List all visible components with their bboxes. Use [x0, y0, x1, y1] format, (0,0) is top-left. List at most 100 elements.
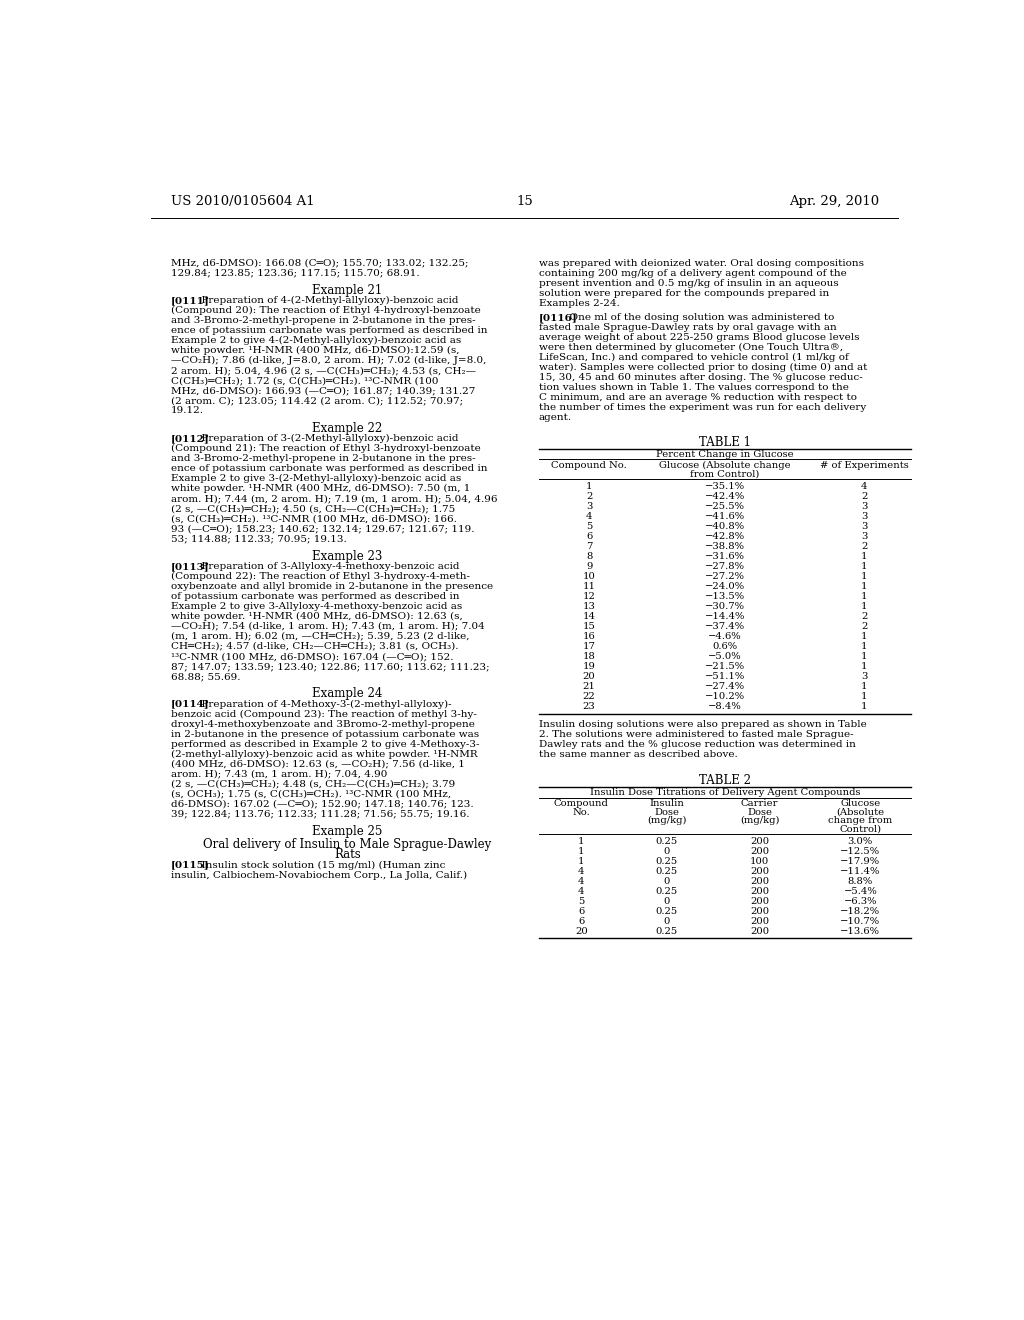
Text: (Compound 22): The reaction of Ethyl 3-hydroxy-4-meth-: (Compound 22): The reaction of Ethyl 3-h… — [171, 572, 470, 581]
Text: −27.2%: −27.2% — [705, 572, 744, 581]
Text: (Absolute: (Absolute — [837, 808, 885, 817]
Text: water). Samples were collected prior to dosing (time 0) and at: water). Samples were collected prior to … — [539, 363, 867, 372]
Text: −42.4%: −42.4% — [705, 492, 744, 500]
Text: −10.2%: −10.2% — [705, 692, 744, 701]
Text: 1: 1 — [861, 642, 867, 651]
Text: 93 (—C═O); 158.23; 140.62; 132.14; 129.67; 121.67; 119.: 93 (—C═O); 158.23; 140.62; 132.14; 129.6… — [171, 524, 474, 533]
Text: present invention and 0.5 mg/kg of insulin in an aqueous: present invention and 0.5 mg/kg of insul… — [539, 279, 839, 288]
Text: 3: 3 — [861, 512, 867, 521]
Text: Insulin Dose Titrations of Delivery Agent Compounds: Insulin Dose Titrations of Delivery Agen… — [590, 788, 860, 797]
Text: 200: 200 — [750, 887, 769, 896]
Text: 68.88; 55.69.: 68.88; 55.69. — [171, 672, 240, 681]
Text: 5: 5 — [586, 521, 592, 531]
Text: 1: 1 — [861, 663, 867, 671]
Text: tion values shown in Table 1. The values correspond to the: tion values shown in Table 1. The values… — [539, 383, 849, 392]
Text: 3: 3 — [861, 672, 867, 681]
Text: 20: 20 — [575, 927, 588, 936]
Text: Preparation of 3-(2-Methyl-allyloxy)-benzoic acid: Preparation of 3-(2-Methyl-allyloxy)-ben… — [195, 434, 459, 444]
Text: 2 arom. H); 5.04, 4.96 (2 s, —C(CH₃)═CH₂); 4.53 (s, CH₂—: 2 arom. H); 5.04, 4.96 (2 s, —C(CH₃)═CH₂… — [171, 367, 475, 375]
Text: (400 MHz, d6-DMSO): 12.63 (s, —CO₂H); 7.56 (d-like, 1: (400 MHz, d6-DMSO): 12.63 (s, —CO₂H); 7.… — [171, 760, 465, 768]
Text: −24.0%: −24.0% — [705, 582, 744, 591]
Text: 1: 1 — [861, 552, 867, 561]
Text: Examples 2-24.: Examples 2-24. — [539, 298, 620, 308]
Text: ence of potassium carbonate was performed as described in: ence of potassium carbonate was performe… — [171, 465, 487, 473]
Text: (2 s, —C(CH₃)═CH₂); 4.50 (s, CH₂—C(CH₃)═CH₂); 1.75: (2 s, —C(CH₃)═CH₂); 4.50 (s, CH₂—C(CH₃)═… — [171, 504, 455, 513]
Text: −17.9%: −17.9% — [841, 857, 881, 866]
Text: 9: 9 — [586, 562, 592, 570]
Text: 1: 1 — [579, 857, 585, 866]
Text: 1: 1 — [579, 837, 585, 846]
Text: change from: change from — [828, 816, 893, 825]
Text: −42.8%: −42.8% — [705, 532, 744, 541]
Text: 1: 1 — [861, 702, 867, 711]
Text: oxybenzoate and allyl bromide in 2-butanone in the presence: oxybenzoate and allyl bromide in 2-butan… — [171, 582, 493, 591]
Text: Dawley rats and the % glucose reduction was determined in: Dawley rats and the % glucose reduction … — [539, 739, 856, 748]
Text: 0.25: 0.25 — [655, 887, 678, 896]
Text: Example 22: Example 22 — [312, 422, 382, 434]
Text: 200: 200 — [750, 927, 769, 936]
Text: and 3-Bromo-2-methyl-propene in 2-butanone in the pres-: and 3-Bromo-2-methyl-propene in 2-butano… — [171, 317, 475, 325]
Text: 14: 14 — [583, 612, 596, 620]
Text: of potassium carbonate was performed as described in: of potassium carbonate was performed as … — [171, 591, 459, 601]
Text: Example 24: Example 24 — [312, 688, 383, 701]
Text: 4: 4 — [579, 867, 585, 875]
Text: 12: 12 — [583, 591, 596, 601]
Text: 8: 8 — [586, 552, 592, 561]
Text: −11.4%: −11.4% — [840, 867, 881, 875]
Text: —CO₂H); 7.54 (d-like, 1 arom. H); 7.43 (m, 1 arom. H); 7.04: —CO₂H); 7.54 (d-like, 1 arom. H); 7.43 (… — [171, 622, 484, 631]
Text: 0.25: 0.25 — [655, 927, 678, 936]
Text: Example 2 to give 4-(2-Methyl-allyloxy)-benzoic acid as: Example 2 to give 4-(2-Methyl-allyloxy)-… — [171, 337, 461, 346]
Text: −27.4%: −27.4% — [705, 682, 744, 690]
Text: Insulin dosing solutions were also prepared as shown in Table: Insulin dosing solutions were also prepa… — [539, 719, 866, 729]
Text: 20: 20 — [583, 672, 596, 681]
Text: (Compound 21): The reaction of Ethyl 3-hydroxyl-benzoate: (Compound 21): The reaction of Ethyl 3-h… — [171, 444, 480, 453]
Text: 3: 3 — [586, 502, 592, 511]
Text: [0112]: [0112] — [171, 434, 209, 444]
Text: Control): Control) — [840, 825, 882, 833]
Text: Example 2 to give 3-(2-Methyl-allyloxy)-benzoic acid as: Example 2 to give 3-(2-Methyl-allyloxy)-… — [171, 474, 461, 483]
Text: Insulin: Insulin — [649, 799, 684, 808]
Text: 100: 100 — [750, 857, 769, 866]
Text: Example 25: Example 25 — [312, 825, 383, 838]
Text: 1: 1 — [861, 572, 867, 581]
Text: 19: 19 — [583, 663, 596, 671]
Text: (s, OCH₃); 1.75 (s, C(CH₃)═CH₂). ¹³C-NMR (100 MHz,: (s, OCH₃); 1.75 (s, C(CH₃)═CH₂). ¹³C-NMR… — [171, 789, 451, 799]
Text: −25.5%: −25.5% — [705, 502, 744, 511]
Text: −13.5%: −13.5% — [705, 591, 744, 601]
Text: 7: 7 — [586, 543, 592, 550]
Text: 2: 2 — [861, 492, 867, 500]
Text: performed as described in Example 2 to give 4-Methoxy-3-: performed as described in Example 2 to g… — [171, 739, 479, 748]
Text: 21: 21 — [583, 682, 596, 690]
Text: [0111]: [0111] — [171, 296, 209, 305]
Text: 2. The solutions were administered to fasted male Sprague-: 2. The solutions were administered to fa… — [539, 730, 853, 739]
Text: 2: 2 — [586, 492, 592, 500]
Text: 0: 0 — [664, 876, 670, 886]
Text: d6-DMSO): 167.02 (—C═O); 152.90; 147.18; 140.76; 123.: d6-DMSO): 167.02 (—C═O); 152.90; 147.18;… — [171, 800, 473, 809]
Text: Example 23: Example 23 — [312, 549, 383, 562]
Text: Compound No.: Compound No. — [551, 461, 627, 470]
Text: −4.6%: −4.6% — [708, 632, 741, 642]
Text: 0: 0 — [664, 847, 670, 855]
Text: 1: 1 — [586, 482, 592, 491]
Text: C minimum, and are an average % reduction with respect to: C minimum, and are an average % reductio… — [539, 393, 857, 403]
Text: 200: 200 — [750, 837, 769, 846]
Text: −13.6%: −13.6% — [841, 927, 881, 936]
Text: 0: 0 — [664, 896, 670, 906]
Text: 3.0%: 3.0% — [848, 837, 873, 846]
Text: [0116]: [0116] — [539, 313, 578, 322]
Text: was prepared with deionized water. Oral dosing compositions: was prepared with deionized water. Oral … — [539, 259, 864, 268]
Text: −10.7%: −10.7% — [841, 917, 881, 925]
Text: 0.25: 0.25 — [655, 907, 678, 916]
Text: (mg/kg): (mg/kg) — [740, 816, 779, 825]
Text: Percent Change in Glucose: Percent Change in Glucose — [656, 450, 794, 459]
Text: (2 arom. C); 123.05; 114.42 (2 arom. C); 112.52; 70.97;: (2 arom. C); 123.05; 114.42 (2 arom. C);… — [171, 396, 463, 405]
Text: 10: 10 — [583, 572, 596, 581]
Text: 39; 122.84; 113.76; 112.33; 111.28; 71.56; 55.75; 19.16.: 39; 122.84; 113.76; 112.33; 111.28; 71.5… — [171, 810, 469, 818]
Text: (s, C(CH₃)═CH₂). ¹³C-NMR (100 MHz, d6-DMSO): 166.: (s, C(CH₃)═CH₂). ¹³C-NMR (100 MHz, d6-DM… — [171, 515, 457, 523]
Text: −27.8%: −27.8% — [705, 562, 744, 570]
Text: # of Experiments: # of Experiments — [820, 461, 908, 470]
Text: TABLE 2: TABLE 2 — [698, 774, 751, 787]
Text: 0.25: 0.25 — [655, 867, 678, 875]
Text: Dose: Dose — [654, 808, 679, 817]
Text: 200: 200 — [750, 847, 769, 855]
